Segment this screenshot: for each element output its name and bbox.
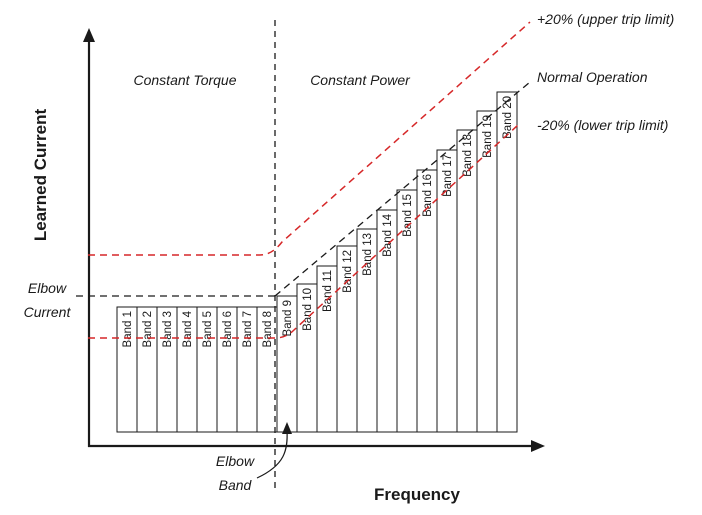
band-label-11: Band 11 xyxy=(322,270,334,312)
band-label-17: Band 17 xyxy=(442,154,454,197)
normal-operation-label: Normal Operation xyxy=(537,69,648,85)
band-label-12: Band 12 xyxy=(342,250,354,293)
band-label-18: Band 18 xyxy=(462,134,474,177)
lower-trip-limit-line xyxy=(88,124,519,339)
bands-group: Band 1 Band 2 Band 3 Band 4 Band 5 Band 6 Band… xyxy=(116,91,518,433)
band-label-4: Band 4 xyxy=(182,310,194,347)
band-label-19: Band 19 xyxy=(482,115,494,158)
elbow-current-label-line1: Elbow xyxy=(28,280,67,296)
y-axis-title: Learned Current xyxy=(31,109,50,242)
y-axis-arrowhead xyxy=(83,28,95,42)
band-label-2: Band 2 xyxy=(142,311,154,347)
band-label-7: Band 7 xyxy=(242,311,254,347)
band-label-14: Band 14 xyxy=(382,213,394,256)
elbow-current-label-line2: Current xyxy=(24,304,72,320)
elbow-band-label-line1: Elbow xyxy=(216,453,255,469)
constant-power-label: Constant Power xyxy=(310,72,411,88)
upper-trip-limit-line xyxy=(88,21,531,256)
elbow-band-label-line2: Band xyxy=(219,477,253,493)
band-label-20: Band 20 xyxy=(502,96,514,139)
band-bar-20 xyxy=(496,91,518,433)
normal-operation-line xyxy=(274,81,531,297)
band-label-13: Band 13 xyxy=(362,233,374,276)
band-label-9: Band 9 xyxy=(282,300,294,336)
band-label-8: Band 8 xyxy=(262,311,274,347)
band-label-15: Band 15 xyxy=(402,194,414,237)
elbow-band-pointer xyxy=(256,429,288,479)
lower-limit-label: -20% (lower trip limit) xyxy=(537,117,668,133)
band-label-16: Band 16 xyxy=(422,174,434,217)
x-axis-title: Frequency xyxy=(374,485,461,504)
x-axis-arrowhead xyxy=(531,440,545,452)
band-label-10: Band 10 xyxy=(302,288,314,331)
upper-limit-label: +20% (upper trip limit) xyxy=(537,11,674,27)
elbow-band-pointer-arrowhead xyxy=(282,422,292,434)
band-label-6: Band 6 xyxy=(222,311,234,347)
band-label-1: Band 1 xyxy=(122,311,134,347)
band-label-5: Band 5 xyxy=(202,311,214,347)
constant-torque-label: Constant Torque xyxy=(134,72,237,88)
band-label-3: Band 3 xyxy=(162,311,174,347)
